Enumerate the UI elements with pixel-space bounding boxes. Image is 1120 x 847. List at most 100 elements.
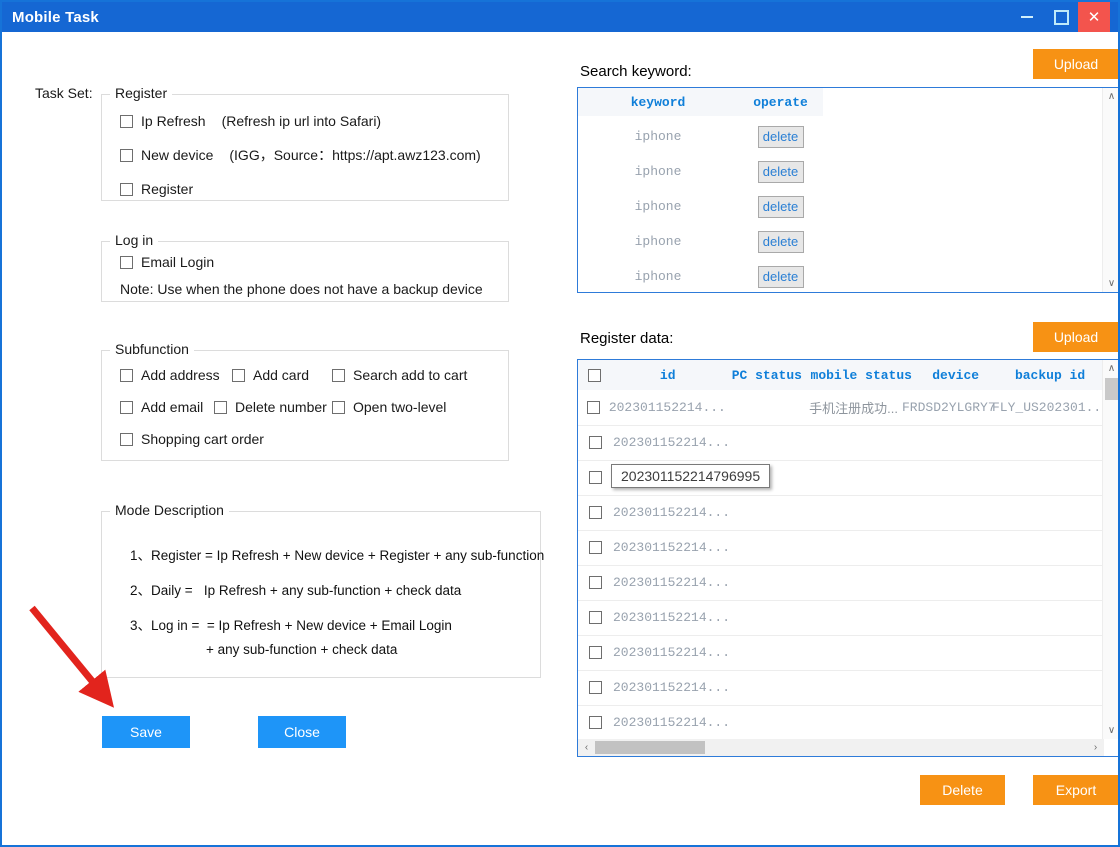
register-row: 202301152214... [578,635,1102,671]
register-checkbox[interactable] [120,182,133,196]
keyword-vertical-scrollbar[interactable]: ∧ ∨ [1102,88,1118,292]
select-all-checkbox[interactable] [588,368,602,382]
search-add-to-cart-label[interactable]: Search add to cart [353,367,468,383]
vertical-scroll-thumb[interactable] [1105,378,1118,400]
scroll-up-icon[interactable]: ∧ [1107,91,1116,102]
checkbox-row: Open two-level [332,399,446,415]
id-cell: 202301152214... [613,575,731,590]
delete-selected-button[interactable]: Delete [920,775,1005,805]
keyword-row: iphone delete [578,259,823,292]
delete-number-checkbox[interactable] [214,400,227,414]
delete-keyword-button[interactable]: delete [757,230,804,253]
checkbox-row: New device (IGG，Source：https://apt.awz12… [120,145,481,165]
register-table: id PC status mobile status device backup… [577,359,1118,757]
register-data-label: Register data: [580,330,674,347]
register-upload-button[interactable]: Upload [1033,322,1118,352]
keyword-upload-button[interactable]: Upload [1033,49,1118,79]
login-note: Note: Use when the phone does not have a… [120,281,483,297]
delete-number-label[interactable]: Delete number [235,399,327,415]
add-email-label[interactable]: Add email [141,399,204,415]
keyword-row: iphone delete [578,154,823,189]
checkbox-row: Add address [120,367,232,383]
open-two-level-label[interactable]: Open two-level [353,399,447,415]
row-checkbox[interactable] [589,471,602,484]
register-table-header: id PC status mobile status device backup… [578,360,1102,390]
keyword-table: keyword operate iphone delete iphone del… [577,87,1118,293]
search-add-to-cart-checkbox[interactable] [332,368,345,382]
id-cell: 202301152214... [608,400,726,415]
register-group: Register Ip Refresh (Refresh ip url into… [101,85,509,201]
scroll-left-icon[interactable]: ‹ [584,742,589,753]
mode-line-1: 1、Register = Ip Refresh + New device + R… [130,548,545,563]
ip-refresh-checkbox[interactable] [120,114,133,128]
mode-description-legend: Mode Description [110,502,229,518]
backup-id-cell: FLY_US202301... [992,400,1110,415]
add-address-checkbox[interactable] [120,368,133,382]
scroll-down-icon[interactable]: ∨ [1107,278,1116,289]
row-checkbox[interactable] [589,506,602,519]
row-checkbox[interactable] [589,646,602,659]
id-cell: 202301152214... [613,610,731,625]
delete-keyword-button[interactable]: delete [757,125,804,148]
keyword-cell: iphone [634,129,682,144]
save-button[interactable]: Save [102,716,190,748]
row-checkbox[interactable] [589,436,602,449]
register-row: 202301152214... [578,600,1102,636]
scroll-right-icon[interactable]: › [1093,742,1098,753]
row-checkbox[interactable] [589,681,602,694]
export-button[interactable]: Export [1033,775,1118,805]
minimize-icon [1021,16,1033,18]
add-email-checkbox[interactable] [120,400,133,414]
mode-line-4: + any sub-function + check data [206,642,398,657]
add-card-checkbox[interactable] [232,368,245,382]
keyword-cell: iphone [634,234,682,249]
new-device-note: (IGG，Source：https://apt.awz123.com) [229,147,481,163]
register-row: 202301152214... [578,530,1102,566]
scroll-up-icon[interactable]: ∧ [1107,363,1116,374]
email-login-checkbox[interactable] [120,255,133,269]
checkbox-row: Add email [120,399,214,415]
row-checkbox[interactable] [589,541,602,554]
id-cell: 202301152214... [613,540,731,555]
register-row: 202301152214796995 [578,460,1102,496]
shopping-cart-order-label[interactable]: Shopping cart order [141,431,264,447]
window-title: Mobile Task [12,8,99,26]
mode-line-2: 2、Daily = Ip Refresh + any sub-function … [130,583,462,598]
register-vertical-scrollbar[interactable]: ∧ ∨ [1102,360,1118,739]
email-login-label[interactable]: Email Login [141,254,215,270]
row-checkbox[interactable] [586,401,600,414]
keyword-cell: iphone [634,164,682,179]
row-checkbox[interactable] [589,576,602,589]
add-card-label[interactable]: Add card [253,367,310,383]
close-button[interactable]: Close [258,716,346,748]
shopping-cart-order-checkbox[interactable] [120,432,133,446]
open-two-level-checkbox[interactable] [332,400,345,414]
row-checkbox[interactable] [589,611,602,624]
row-checkbox[interactable] [589,716,602,729]
minimize-button[interactable] [1010,2,1044,32]
search-keyword-label: Search keyword: [580,63,692,80]
new-device-checkbox[interactable] [120,148,133,162]
keyword-row: iphone delete [578,189,823,224]
register-horizontal-scrollbar[interactable]: ‹ › [578,739,1104,756]
id-cell: 202301152214... [613,680,731,695]
delete-keyword-button[interactable]: delete [757,265,804,288]
register-row: 202301152214... [578,495,1102,531]
close-icon: ✕ [1087,9,1101,26]
new-device-label[interactable]: New device [141,147,214,163]
register-label[interactable]: Register [141,181,194,197]
scroll-down-icon[interactable]: ∨ [1107,725,1116,736]
delete-keyword-button[interactable]: delete [757,195,804,218]
horizontal-scroll-thumb[interactable] [595,741,705,754]
checkbox-row: Search add to cart [332,367,467,383]
maximize-icon [1053,9,1069,25]
checkbox-row: Shopping cart order [120,431,467,447]
delete-keyword-button[interactable]: delete [757,160,804,183]
maximize-button[interactable] [1044,2,1078,32]
checkbox-row: Register [120,181,481,197]
close-window-button[interactable]: ✕ [1078,2,1110,32]
device-column-header: device [932,367,980,383]
register-group-legend: Register [110,85,173,101]
add-address-label[interactable]: Add address [141,367,220,383]
ip-refresh-label[interactable]: Ip Refresh [141,113,206,129]
